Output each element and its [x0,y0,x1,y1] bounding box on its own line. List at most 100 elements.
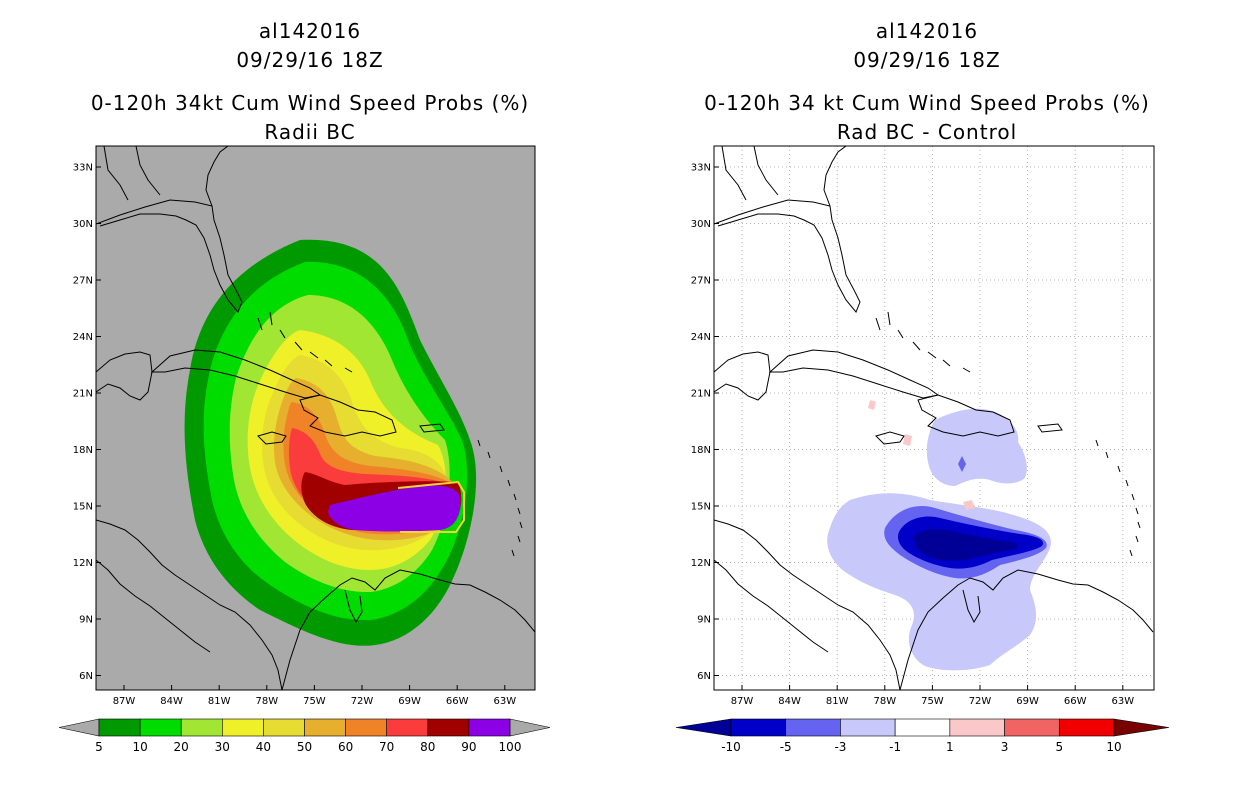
colorbar-swatch [840,718,896,737]
lat-label-9N: 9N [697,615,711,626]
right-map-frame [713,145,1155,691]
right-difference-contours [714,146,1154,690]
colorbar-label-60: 60 [338,740,353,754]
lon-label-75W: 75W [303,696,326,707]
left-title-line-1: al142016 [258,19,362,43]
right-title-line-2: 09/29/16 18Z [853,48,1001,72]
colorbar-swatch [345,718,388,737]
lat-label-6N: 6N [79,671,93,682]
lon-label-84W: 84W [778,696,801,707]
right-lat-axis: 33N 30N 27N 24N 21N 18N 15N 12N 9N 6N [691,163,719,682]
left-title: al142016 09/29/16 18Z 0-120h 34kt Cum Wi… [30,17,590,147]
lat-label-9N: 9N [79,615,93,626]
lat-label-30N: 30N [691,219,711,230]
colorbar-swatch [222,718,264,737]
colorbar-low-arrow [675,718,732,737]
colorbar-label-100: 100 [499,740,522,754]
left-lon-axis: 87W 84W 81W 78W 75W 72W 69W 66W 63W [113,685,516,707]
lon-label-72W: 72W [351,696,374,707]
diff-extreme-region [914,529,1018,561]
right-title: al142016 09/29/16 18Z 0-120h 34 kt Cum W… [647,17,1207,147]
lat-label-15N: 15N [73,502,93,513]
colorbar-label-10: 10 [132,740,147,754]
colorbar-label-10: 10 [1106,740,1121,754]
colorbar-low-arrow [58,718,100,737]
colorbar-swatch [98,718,141,737]
lon-label-66W: 66W [1064,696,1087,707]
lon-label-69W: 69W [398,696,421,707]
colorbar-label-1: 1 [946,740,954,754]
left-title-line-4: Radii BC [264,120,356,144]
lat-label-18N: 18N [73,445,93,456]
diff-light-region-north [926,408,1027,486]
colorbar-label-80: 80 [420,740,435,754]
lat-label-6N: 6N [697,671,711,682]
lon-label-81W: 81W [208,696,231,707]
left-title-line-2: 09/29/16 18Z [236,48,384,72]
colorbar-swatch [386,718,429,737]
diff-blue-diamond [958,456,966,472]
lon-label-81W: 81W [826,696,849,707]
lat-label-27N: 27N [691,276,711,287]
colorbar-label-20: 20 [174,740,189,754]
lon-label-87W: 87W [113,696,136,707]
colorbar-swatch [949,718,1005,737]
colorbar-swatch [180,718,223,737]
colorbar-label-30: 30 [215,740,230,754]
colorbar-label--3: -3 [834,740,846,754]
colorbar-swatch [263,718,305,737]
colorbar-high-arrow [1113,718,1170,737]
lon-label-87W: 87W [731,696,754,707]
colorbar-label--5: -5 [780,740,792,754]
lat-label-33N: 33N [73,163,93,174]
lat-label-33N: 33N [691,163,711,174]
lat-label-21N: 21N [691,389,711,400]
diff-pink-patch-2 [903,434,912,446]
colorbar-swatch [427,718,470,737]
lon-label-75W: 75W [921,696,944,707]
right-title-line-3: 0-120h 34 kt Cum Wind Speed Probs (%) [704,91,1150,115]
contour-90pct [328,485,461,532]
colorbar-label-5: 5 [1055,740,1063,754]
lon-label-63W: 63W [493,696,516,707]
colorbar-swatch [1004,718,1060,737]
right-title-line-1: al142016 [875,19,979,43]
left-map-frame [95,145,536,691]
colorbar-swatch [1058,718,1115,737]
left-title-line-3: 0-120h 34kt Cum Wind Speed Probs (%) [90,91,530,115]
lon-label-63W: 63W [1111,696,1134,707]
colorbar-label-40: 40 [256,740,271,754]
right-map-panel: 33N 30N 27N 24N 21N 18N 15N 12N 9N 6N 87W 84W 81W 78… [691,145,1155,707]
left-lat-axis: 33N 30N 27N 24N 21N 18N 15N 12N 9N 6N [73,163,101,682]
colorbar-high-arrow [509,718,551,737]
lat-label-24N: 24N [73,332,93,343]
lat-label-12N: 12N [691,558,711,569]
colorbar-label--1: -1 [889,740,901,754]
colorbar-label-3: 3 [1001,740,1009,754]
lon-label-66W: 66W [446,696,469,707]
lon-label-72W: 72W [969,696,992,707]
colorbar-label-90: 90 [461,740,476,754]
colorbar-swatch [730,718,787,737]
colorbar-swatch [304,718,346,737]
left-colorbar: 5 10 20 30 40 50 60 70 80 90 100 [58,718,551,754]
lon-label-78W: 78W [255,696,278,707]
colorbar-swatch [468,718,511,737]
lon-label-84W: 84W [160,696,183,707]
lon-label-78W: 78W [873,696,896,707]
left-map-panel: 33N 30N 27N 24N 21N 18N 15N 12N 9N 6N 87W 84W 81W 78… [73,145,536,707]
highest-prob-outline [397,480,465,533]
colorbar-label-70: 70 [379,740,394,754]
lat-label-21N: 21N [73,389,93,400]
lon-label-69W: 69W [1016,696,1039,707]
colorbar-swatch [894,718,951,737]
lat-label-24N: 24N [691,332,711,343]
lat-label-27N: 27N [73,276,93,287]
colorbar-label-5: 5 [95,740,103,754]
colorbar-label--10: -10 [721,740,741,754]
diff-pink-patch-1 [868,400,876,410]
colorbar-label-50: 50 [297,740,312,754]
colorbar-swatch [785,718,841,737]
left-probability-contours [96,146,535,690]
